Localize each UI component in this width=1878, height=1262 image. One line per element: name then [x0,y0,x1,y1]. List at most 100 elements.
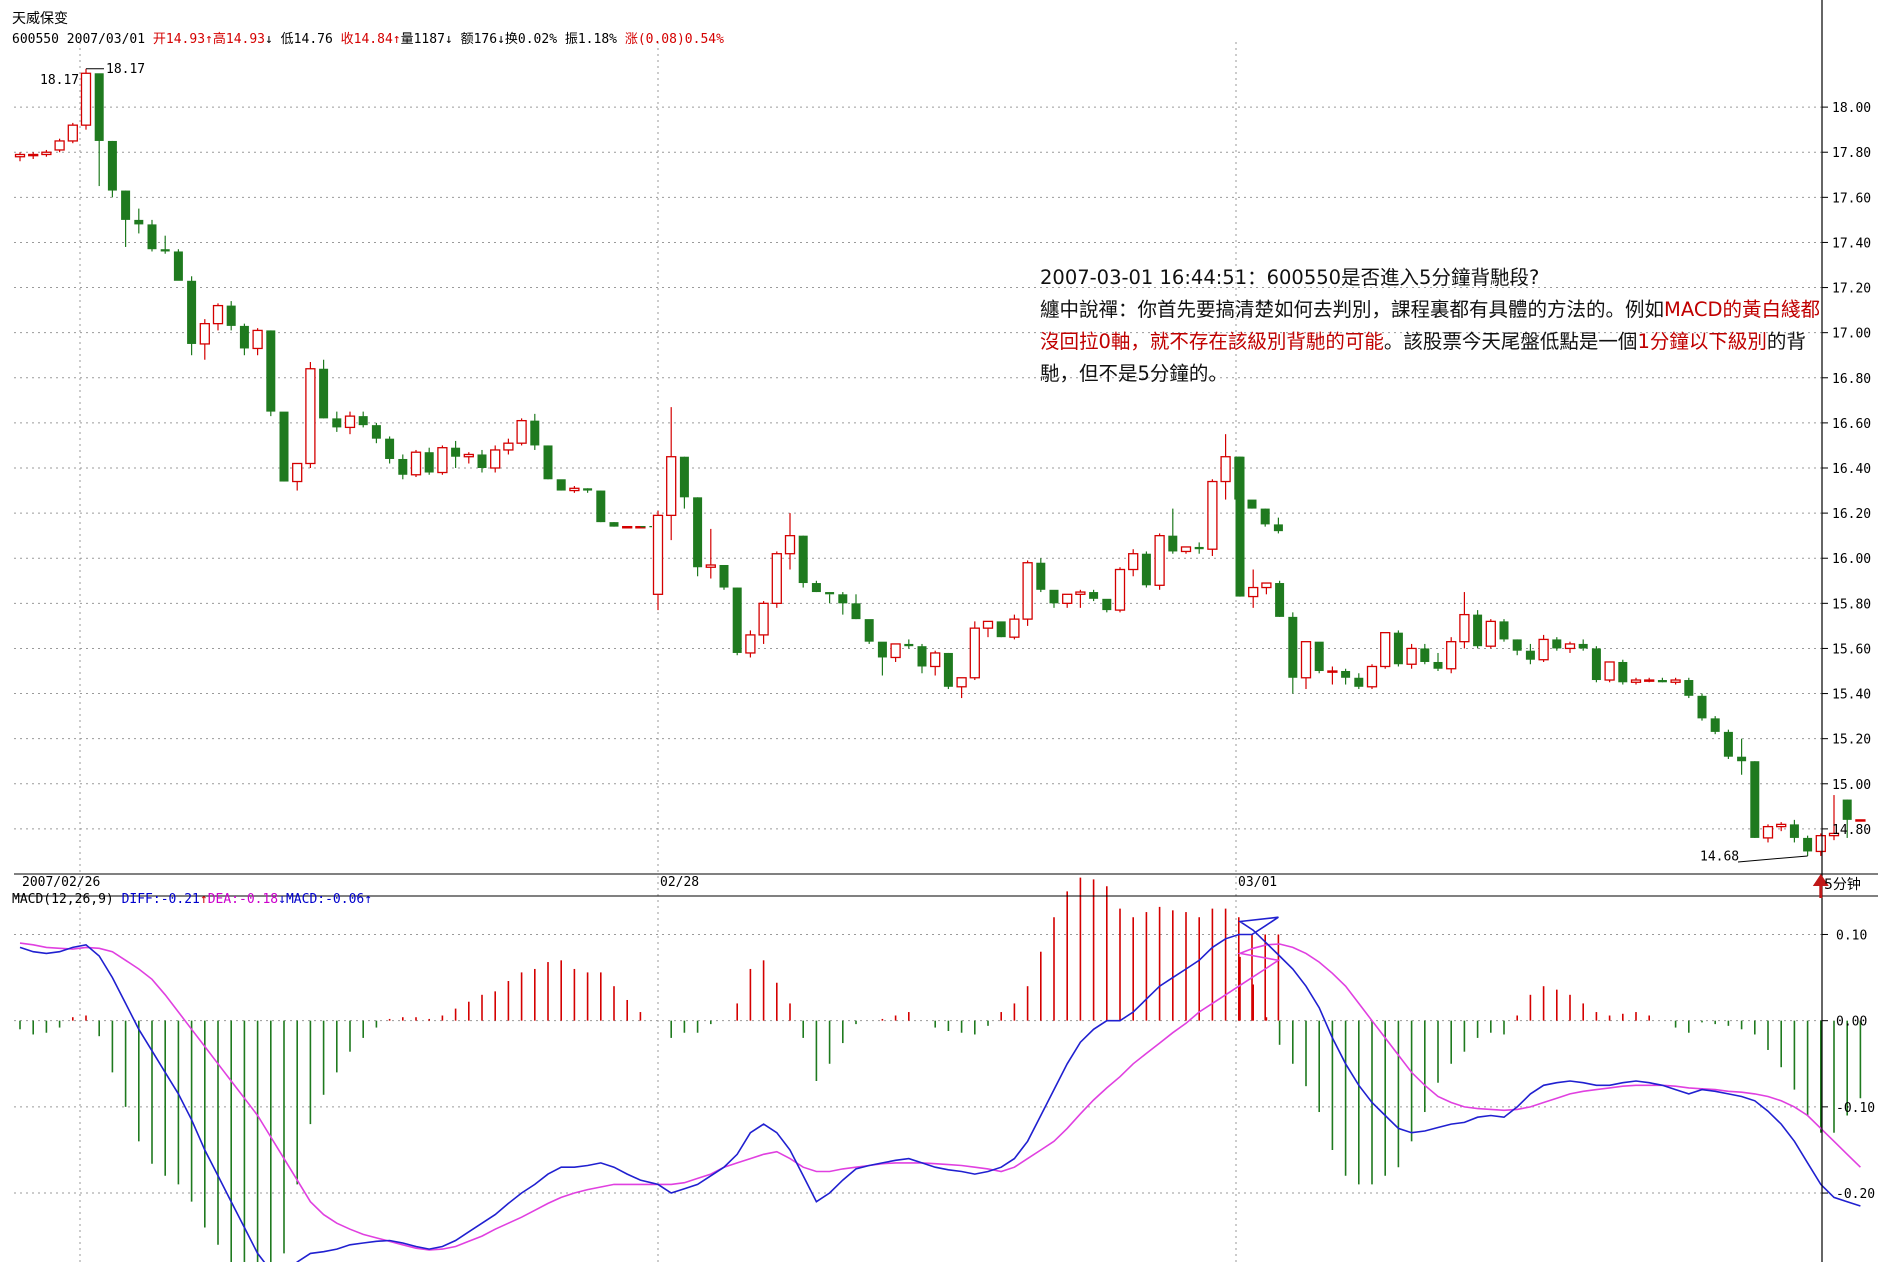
x-tick-label: 03/01 [1238,875,1277,890]
candle-up [1828,832,1840,837]
candle-down [398,458,408,475]
period-label: 5分钟 [1824,877,1861,893]
price-tick-label: 16.00 [1832,552,1871,567]
macd-value: MACD:-0.06 [285,892,365,907]
candle-down [583,488,593,491]
price-tick-label: 15.40 [1832,688,1871,703]
candle-up [1154,535,1165,586]
candle-up [956,677,967,688]
macd-histogram [19,877,1862,1262]
candle-down [239,325,249,349]
high-right-label: 18.17 [106,62,145,77]
annotation-part-d: 1分鐘以下級別 [1637,330,1767,353]
candle-down [1141,553,1151,586]
price-tick-label: 16.20 [1832,507,1871,522]
dea-value: DEA:-0.18 [207,892,279,907]
candle-up [1604,661,1615,681]
candle-down [1710,718,1720,732]
price-tick-label: 17.80 [1832,146,1871,161]
candle-down [385,438,395,459]
candle-down [94,73,104,141]
price-marks: 18.17 18.17 14.68 [40,62,1829,898]
candle-up [516,419,527,444]
price-tick-label: 16.60 [1832,417,1871,432]
price-tick-label: 17.40 [1832,236,1871,251]
candle-up [705,564,716,568]
candle-up [666,456,677,517]
low-label: 14.68 [1700,849,1739,864]
price-tick-label: 18.00 [1832,101,1871,116]
candle-down [543,445,553,480]
candle-down [693,497,703,568]
candle-down [1842,799,1852,820]
candle-down [1314,641,1324,671]
candle-down [732,587,742,653]
candle-up [410,451,422,476]
macd-tick-label: 0.10 [1836,928,1867,943]
price-tick-label: 17.60 [1832,191,1871,206]
candle-down [609,522,619,527]
macd-tick-label: -0.10 [1836,1101,1875,1116]
candle-up [1366,665,1378,688]
low-leader [1737,855,1808,863]
candle-up [758,602,769,636]
candle-down [160,249,170,252]
candle-down [121,190,131,220]
candle-down [798,535,808,584]
candle-up [1406,647,1417,665]
candle-up [28,153,39,157]
close-value: 收14.84 [340,32,393,47]
candle-down [904,643,914,647]
candle-up [652,514,664,595]
candle-down [1499,621,1509,640]
candle-down [1260,508,1270,525]
candle-up [54,140,65,151]
candle-down [1089,592,1099,599]
candle-down [358,416,368,426]
candle-down [1657,680,1667,683]
candle-down [451,447,461,457]
candle-down [1803,837,1813,852]
price-tick-label: 15.80 [1832,597,1871,612]
macd-tick-label: 0.00 [1836,1015,1867,1030]
candle-down [1102,598,1112,611]
candle-up [969,627,980,679]
candle-up [490,449,501,469]
candle-down [1737,756,1747,762]
candle-down [107,140,117,191]
candle-down [1036,562,1046,590]
candle-down [332,418,342,428]
candle-up [1180,546,1192,553]
candle-down [1750,761,1760,838]
macd-indicator-line: MACD(12,26,9) DIFF:-0.21↑DEA:-0.18↓MACD:… [12,892,373,907]
open-value: 开14.93 [152,32,206,47]
candle-down [1168,535,1178,552]
candlestick-series [14,68,1866,856]
candle-up [199,322,210,345]
candle-up [1327,670,1338,673]
candle-up [1114,568,1126,611]
price-tick-label: 16.80 [1832,372,1871,387]
macd-lines [19,916,1861,1262]
candle-down [851,603,861,620]
candle-up [1022,562,1033,620]
candle-up [1762,825,1774,839]
candle-up [1459,613,1470,643]
candle-down [1578,643,1588,649]
candle-down [134,219,144,225]
candle-up [1630,679,1642,683]
candle-down [1288,616,1298,678]
candle-down [187,280,197,344]
diff-value: DIFF:-0.21 [121,892,200,907]
candle-up [1220,456,1231,483]
turnover-value: 换0.02% [504,32,558,47]
price-tick-label: 15.00 [1832,778,1871,793]
candle-down [1341,671,1351,678]
candle-up [1009,618,1020,638]
candle-down [679,456,689,498]
candle-down [147,224,157,250]
candle-down [477,454,487,468]
candle-up [1815,835,1826,853]
candle-down [1194,546,1204,550]
